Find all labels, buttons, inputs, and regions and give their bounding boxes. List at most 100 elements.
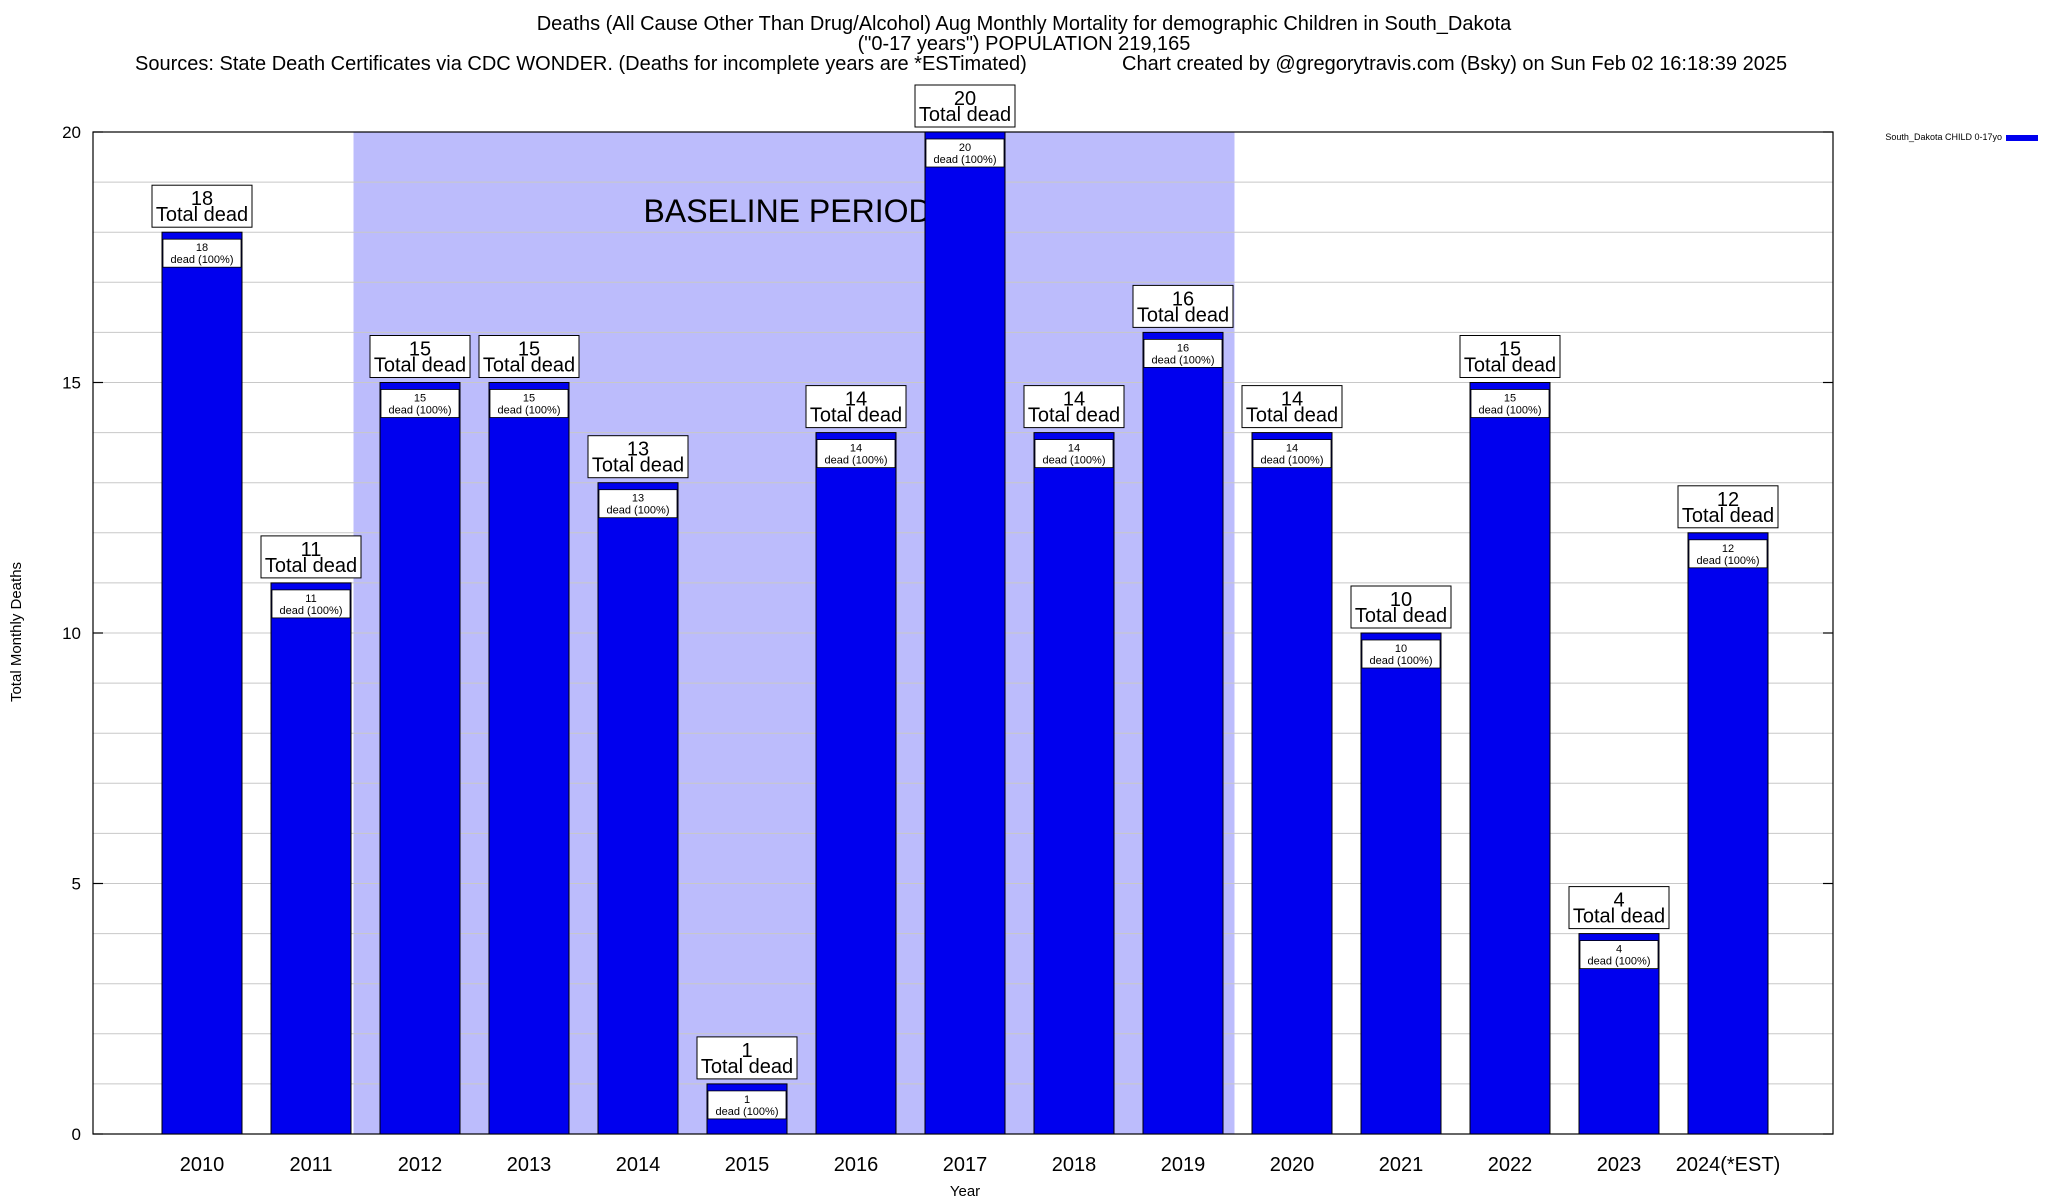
- bar-outer-label-box: [1677, 485, 1779, 529]
- bar-inner-label: dead (100%): [607, 505, 670, 517]
- y-tick-label: 20: [62, 123, 81, 142]
- bar-inner-value: 1: [744, 1094, 750, 1106]
- bar-outer-value: 4: [1613, 890, 1624, 912]
- bar-inner-value: 12: [1722, 543, 1734, 555]
- y-tick-label: 10: [62, 624, 81, 643]
- bar-outer-label-box: [151, 184, 253, 228]
- bar-inner-label: dead (100%): [280, 605, 343, 617]
- bar: [1687, 532, 1769, 1135]
- bar-outer-value: 14: [1281, 389, 1303, 411]
- bar-outer-value: 10: [1390, 589, 1412, 611]
- x-tick-label: 2019: [1161, 1154, 1206, 1176]
- bar-inner-label: dead (100%): [1479, 405, 1542, 417]
- bar-outer-label-box: [914, 84, 1016, 128]
- source-note: Sources: State Death Certificates via CD…: [135, 53, 1027, 75]
- bar-outer-label: Total dead: [1464, 355, 1556, 377]
- bar-inner-label-box: [1470, 389, 1550, 418]
- bar-outer-label: Total dead: [374, 355, 466, 377]
- bar-inner-value: 14: [850, 443, 862, 455]
- bar-outer-label: Total dead: [1137, 304, 1229, 326]
- bar-inner-label: dead (100%): [171, 254, 234, 266]
- x-tick-label: 2013: [507, 1154, 552, 1176]
- x-tick-label: 2022: [1488, 1154, 1533, 1176]
- bar-outer-label-box: [805, 385, 907, 429]
- bar-inner-label: dead (100%): [1261, 455, 1324, 467]
- bar: [597, 482, 679, 1135]
- bar-outer-label: Total dead: [1573, 906, 1665, 928]
- bar-outer-label-box: [369, 335, 471, 378]
- bar-inner-value: 14: [1286, 443, 1298, 455]
- bar-inner-label-box: [707, 1090, 787, 1120]
- x-tick-label: 2015: [725, 1154, 770, 1176]
- bar-outer-label: Total dead: [265, 555, 357, 577]
- bar-inner-value: 18: [196, 242, 208, 254]
- bar-inner-value: 15: [523, 393, 535, 405]
- bar-outer-value: 16: [1172, 288, 1194, 310]
- bar-inner-value: 10: [1395, 643, 1407, 655]
- bar-inner-value: 14: [1068, 443, 1080, 455]
- bar-outer-label: Total dead: [592, 455, 684, 477]
- bar-outer-label-box: [587, 435, 689, 479]
- bar-inner-label: dead (100%): [498, 405, 561, 417]
- x-tick-label: 2020: [1270, 1154, 1315, 1176]
- bar-inner-value: 20: [959, 142, 971, 154]
- bar-inner-value: 15: [1504, 393, 1516, 405]
- x-tick-label: 2016: [834, 1154, 879, 1176]
- x-axis-label: Year: [950, 1183, 980, 1200]
- x-tick-label: 2023: [1597, 1154, 1642, 1176]
- x-tick-label: 2012: [398, 1154, 443, 1176]
- bar-outer-label: Total dead: [1246, 405, 1338, 427]
- bar-inner-label-box: [1361, 639, 1441, 669]
- bar-outer-value: 12: [1717, 489, 1739, 511]
- bar-outer-value: 18: [191, 188, 213, 210]
- x-tick-label: 2021: [1379, 1154, 1424, 1176]
- bar-outer-label-box: [696, 1036, 798, 1080]
- x-tick-label: 2011: [289, 1154, 332, 1176]
- bar-outer-label-box: [1459, 335, 1561, 378]
- x-tick-label: 2018: [1052, 1154, 1097, 1176]
- y-tick-label: 5: [72, 875, 81, 894]
- bar-outer-value: 1: [741, 1040, 752, 1062]
- bar-inner-label-box: [271, 589, 351, 619]
- bar-outer-label: Total dead: [810, 405, 902, 427]
- bar-inner-label: dead (100%): [1043, 455, 1106, 467]
- bar-outer-label: Total dead: [483, 355, 575, 377]
- bar: [379, 382, 461, 1135]
- bar-inner-label: dead (100%): [825, 455, 888, 467]
- bar-outer-value: 11: [301, 539, 322, 561]
- bar-outer-label: Total dead: [1028, 405, 1120, 427]
- x-tick-label: 2010: [180, 1154, 225, 1176]
- chart-subtitle: ("0-17 years") POPULATION 219,165: [857, 33, 1191, 55]
- bar-inner-value: 16: [1177, 342, 1189, 354]
- y-tick-label: 0: [72, 1125, 81, 1144]
- bar: [488, 382, 570, 1135]
- bar-outer-label-box: [1568, 886, 1670, 930]
- bar-outer-value: 14: [845, 389, 867, 411]
- bar-outer-label-box: [1132, 284, 1234, 328]
- legend-label: South_Dakota CHILD 0-17yo: [1885, 132, 2002, 142]
- bar-inner-label-box: [1688, 539, 1768, 569]
- bar: [1142, 331, 1224, 1135]
- bar-outer-label: Total dead: [156, 204, 248, 226]
- y-tick-label: 15: [62, 374, 81, 393]
- bar: [270, 582, 352, 1135]
- bar-inner-label-box: [1579, 940, 1659, 969]
- bar: [1033, 432, 1115, 1135]
- bar-inner-label-box: [1034, 439, 1114, 469]
- bar: [1360, 632, 1442, 1135]
- y-axis-label: Total Monthly Deaths: [8, 562, 25, 702]
- bar-inner-label-box: [380, 389, 460, 418]
- x-tick-label: 2024(*EST): [1676, 1154, 1781, 1176]
- bar-inner-label-box: [925, 138, 1005, 168]
- bar-inner-label-box: [1143, 338, 1223, 368]
- bar-inner-label: dead (100%): [934, 154, 997, 166]
- bar-inner-label: dead (100%): [1152, 354, 1215, 366]
- x-tick-label: 2014: [616, 1154, 661, 1176]
- x-tick-label: 2017: [943, 1154, 988, 1176]
- chart-credit: Chart created by @gregorytravis.com (Bsk…: [1122, 53, 1788, 75]
- bar-outer-label-box: [260, 535, 362, 579]
- bar-inner-label: dead (100%): [389, 405, 452, 417]
- bar-outer-value: 13: [627, 439, 649, 461]
- bar-inner-label: dead (100%): [1588, 956, 1651, 968]
